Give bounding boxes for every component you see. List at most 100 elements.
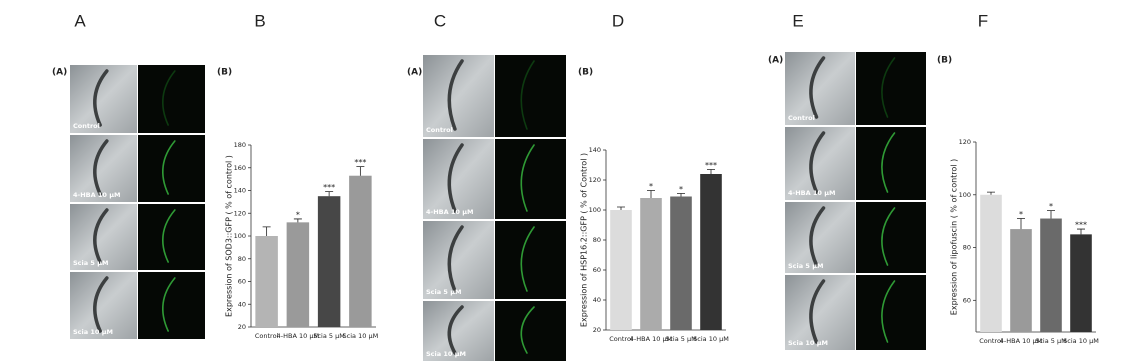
image-label: 4-HBA 10 μM xyxy=(788,189,835,197)
significance-mark: *** xyxy=(1075,221,1087,230)
panel-tag: (A) xyxy=(768,56,783,66)
y-tick-label: 80 xyxy=(238,255,246,263)
y-tick-label: 180 xyxy=(234,141,246,149)
y-tick-label: 120 xyxy=(959,138,971,146)
image-label: Scia 5 μM xyxy=(788,262,823,270)
image-label: Control xyxy=(426,126,453,134)
worm xyxy=(520,144,535,212)
error-bar xyxy=(356,166,365,176)
y-tick-label: 20 xyxy=(238,323,246,331)
worm xyxy=(162,140,176,195)
worm xyxy=(809,279,826,344)
worm xyxy=(447,305,464,355)
image-label: Scia 5 μM xyxy=(73,259,108,267)
bar xyxy=(980,194,1002,332)
panel-letter: B xyxy=(254,11,265,30)
panel-letter: A xyxy=(74,11,86,30)
x-tick-label: Scia 5 μM xyxy=(1035,337,1067,345)
error-bar xyxy=(1017,218,1025,230)
x-tick-label: Scia 5 μM xyxy=(665,335,697,343)
panel-letter: C xyxy=(434,11,446,30)
bar xyxy=(1040,218,1062,332)
significance-mark: *** xyxy=(354,158,366,167)
significance-mark: * xyxy=(649,182,653,191)
worm xyxy=(162,70,176,126)
worm xyxy=(809,206,826,267)
error-bar xyxy=(1047,210,1055,219)
significance-mark: * xyxy=(679,185,683,194)
bar xyxy=(286,222,310,327)
worm xyxy=(447,225,464,293)
error-bar xyxy=(647,190,655,198)
panel-tag: (A) xyxy=(407,68,422,78)
y-tick-label: 20 xyxy=(593,326,601,334)
panel-letter: D xyxy=(612,11,624,30)
x-tick-label: Control xyxy=(609,335,633,343)
worm xyxy=(447,143,464,213)
worm xyxy=(93,139,109,196)
image-label: Control xyxy=(73,122,100,130)
image-label: Scia 10 μM xyxy=(788,339,828,347)
x-tick-label: Control xyxy=(979,337,1003,345)
error-bar xyxy=(262,226,271,236)
bar xyxy=(670,196,692,330)
significance-mark: * xyxy=(1019,210,1023,219)
error-bar xyxy=(707,169,715,174)
y-tick-label: 120 xyxy=(589,176,601,184)
worm xyxy=(881,57,896,118)
chart-tag: (B) xyxy=(578,68,593,78)
worm xyxy=(447,59,464,131)
bar xyxy=(610,210,632,330)
fluorescence-image xyxy=(495,221,566,299)
chart-tag: (B) xyxy=(217,68,232,78)
y-axis-label: Expression of lipofuscin ( % of control … xyxy=(950,159,959,315)
error-bar xyxy=(987,191,995,195)
image-label: Control xyxy=(788,114,815,122)
fluorescence-image xyxy=(495,55,566,137)
worm xyxy=(809,131,826,194)
x-tick-label: 4-HBA 10 μM xyxy=(630,335,672,343)
chart-tag: (B) xyxy=(937,56,952,66)
panel-letter: F xyxy=(978,11,988,30)
y-tick-label: 80 xyxy=(593,236,601,244)
worm xyxy=(93,69,109,127)
y-tick-label: 160 xyxy=(234,164,246,172)
y-tick-label: 100 xyxy=(589,206,601,214)
y-tick-label: 40 xyxy=(593,296,601,304)
worm xyxy=(881,132,896,193)
image-label: 4-HBA 10 μM xyxy=(73,191,120,199)
y-tick-label: 100 xyxy=(959,191,971,199)
bar xyxy=(1010,229,1032,332)
bar xyxy=(700,174,722,330)
x-tick-label: Scia 10 μM xyxy=(693,335,729,343)
error-bar xyxy=(293,218,302,223)
worm xyxy=(520,226,535,292)
worm xyxy=(93,276,109,333)
significance-mark: * xyxy=(1049,202,1053,211)
error-bar xyxy=(325,191,334,197)
y-tick-label: 60 xyxy=(963,296,971,304)
significance-mark: * xyxy=(296,210,300,219)
x-tick-label: Control xyxy=(255,332,279,340)
worm xyxy=(162,209,176,263)
bar xyxy=(349,175,372,327)
y-tick-label: 80 xyxy=(963,244,971,252)
image-label: 4-HBA 10 μM xyxy=(426,208,473,216)
error-bar xyxy=(677,193,685,197)
bar xyxy=(640,198,662,330)
error-bar xyxy=(617,206,625,210)
bar xyxy=(1070,234,1092,332)
x-tick-label: Scia 5 μM xyxy=(313,332,345,340)
y-tick-label: 60 xyxy=(593,266,601,274)
y-axis-label: Expression of SOD3::GFP ( % of control ) xyxy=(225,155,234,317)
fluorescence-image xyxy=(495,139,566,219)
worm xyxy=(881,207,896,266)
bar xyxy=(317,196,341,327)
worm xyxy=(93,208,109,264)
image-label: Scia 5 μM xyxy=(426,288,461,296)
bar xyxy=(255,236,278,327)
y-tick-label: 60 xyxy=(238,278,246,286)
x-tick-label: 4-HBA 10 μM xyxy=(1000,337,1042,345)
error-bar xyxy=(1077,228,1085,235)
